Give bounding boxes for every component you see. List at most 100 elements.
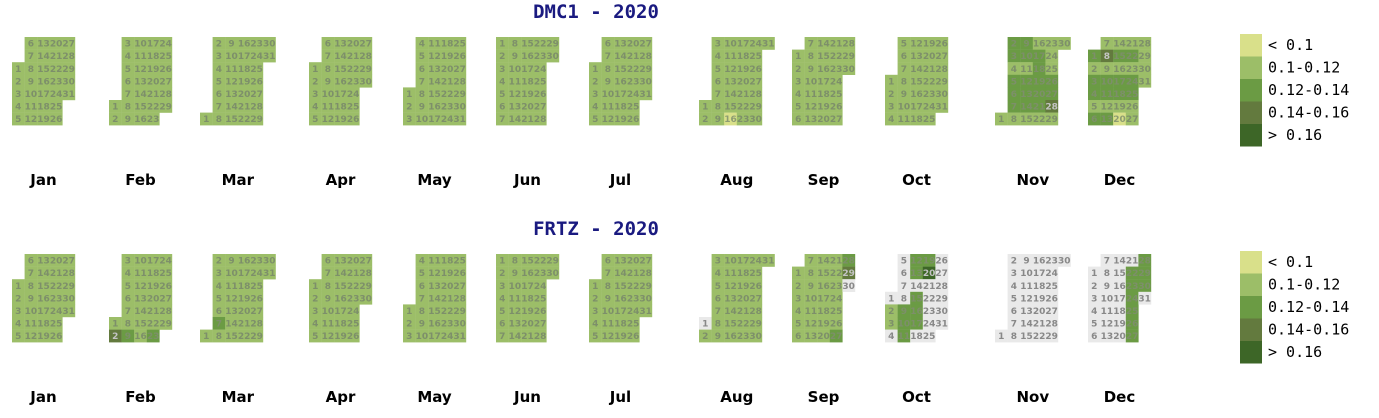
day-label: 24	[534, 65, 547, 75]
day-cell	[897, 304, 911, 318]
day-label: 22	[923, 294, 936, 304]
day-label: 10	[225, 52, 238, 62]
day-cell	[146, 87, 160, 101]
day-cell	[842, 279, 856, 292]
day-cell	[736, 279, 750, 292]
day-cell	[237, 37, 251, 50]
day-cell	[146, 49, 160, 63]
day-label: 2	[216, 257, 222, 267]
day-cell	[334, 112, 347, 126]
day-label: 26	[627, 332, 640, 342]
day-label: 17	[614, 90, 627, 100]
day-label: 12	[910, 40, 923, 50]
day-label: 25	[50, 320, 63, 330]
day-cell	[699, 317, 712, 330]
month-label: Aug	[720, 388, 753, 406]
day-label: 4	[125, 52, 131, 62]
day-label: 6	[1091, 115, 1097, 125]
day-label: 5	[715, 282, 721, 292]
day-cell	[589, 291, 602, 305]
day-label: 22	[50, 65, 63, 75]
day-cell	[1113, 329, 1126, 343]
legend-swatch	[1240, 341, 1262, 364]
day-cell	[12, 291, 25, 305]
day-cell	[885, 304, 898, 318]
day-label: 10	[1020, 52, 1033, 62]
day-cell	[453, 100, 467, 113]
day-label: 17	[334, 307, 347, 317]
day-label: 12	[1101, 103, 1114, 113]
day-cell	[935, 291, 949, 305]
day-cell	[237, 49, 251, 63]
day-cell	[724, 279, 737, 292]
day-label: 9	[325, 294, 331, 304]
day-label: 23	[830, 282, 843, 292]
day-label: 25	[923, 115, 936, 125]
day-cell	[749, 317, 763, 330]
day-label: 15	[225, 332, 238, 342]
day-cell	[792, 329, 805, 343]
day-cell	[1088, 317, 1101, 330]
day-cell	[1032, 254, 1046, 267]
day-cell	[1088, 279, 1101, 292]
day-label: 11	[805, 90, 818, 100]
day-cell	[62, 291, 76, 305]
day-cell	[1007, 329, 1021, 343]
day-cell	[533, 74, 547, 88]
day-cell	[309, 62, 322, 75]
day-label: 22	[830, 269, 843, 279]
day-label: 30	[546, 52, 559, 62]
day-label: 15	[817, 269, 830, 279]
day-label: 25	[749, 269, 762, 279]
day-cell	[37, 304, 50, 318]
day-cell	[334, 279, 347, 292]
legend-label: < 0.1	[1268, 36, 1313, 54]
day-cell	[134, 49, 147, 63]
legend-swatch	[1240, 34, 1262, 57]
day-label: 17	[37, 90, 50, 100]
day-label: 13	[334, 40, 347, 50]
day-cell	[724, 37, 737, 50]
day-label: 25	[1126, 90, 1139, 100]
day-label: 16	[910, 307, 923, 317]
legend-label: 0.1-0.12	[1268, 276, 1340, 294]
day-label: 2	[216, 40, 222, 50]
day-label: 27	[830, 332, 843, 342]
day-label: 24	[830, 77, 843, 87]
day-cell	[1088, 291, 1101, 305]
day-cell	[736, 74, 750, 88]
day-cell	[1100, 279, 1114, 292]
day-cell	[922, 100, 936, 113]
day-cell	[589, 87, 602, 101]
day-cell	[1125, 49, 1139, 63]
day-cell	[1020, 266, 1033, 280]
day-cell	[922, 329, 936, 343]
month-mar: 1234567891011121314151617181920212223242…	[200, 37, 276, 189]
day-label: 24	[534, 282, 547, 292]
day-cell	[496, 49, 509, 63]
month-apr: 1234567891011121314151617181920212223242…	[309, 37, 373, 189]
day-cell	[1032, 266, 1046, 280]
day-cell	[804, 100, 818, 113]
day-label: 20	[441, 65, 454, 75]
panel-title: DMC1 - 2020	[533, 1, 659, 23]
day-cell	[237, 317, 251, 330]
day-label: 11	[225, 282, 238, 292]
day-cell	[897, 254, 911, 267]
day-cell	[626, 112, 640, 126]
day-label: 8	[605, 65, 611, 75]
day-label: 5	[1011, 77, 1017, 87]
day-cell	[24, 49, 38, 63]
day-cell	[159, 279, 173, 292]
day-label: 3	[406, 115, 412, 125]
day-cell	[49, 74, 63, 88]
day-label: 23	[627, 294, 640, 304]
day-cell	[521, 37, 534, 50]
day-label: 2	[15, 77, 21, 87]
day-label: 25	[627, 103, 640, 113]
day-label: 11	[1101, 90, 1114, 100]
day-label: 13	[910, 269, 923, 279]
day-cell	[440, 266, 454, 280]
day-label: 3	[1011, 269, 1017, 279]
day-label: 25	[159, 269, 172, 279]
